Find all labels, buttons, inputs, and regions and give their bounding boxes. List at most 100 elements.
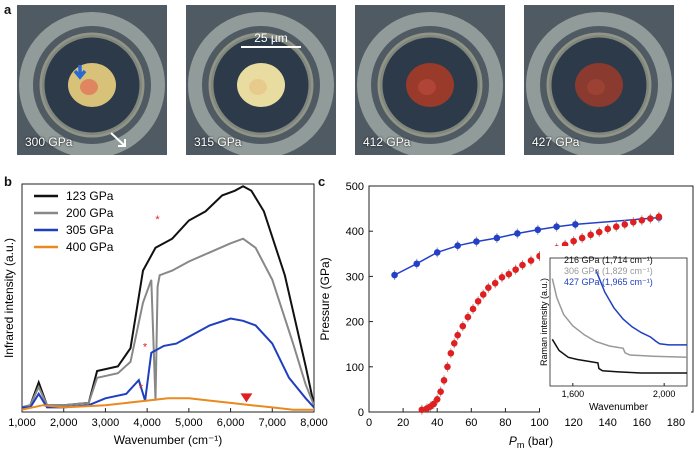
micrograph-4: 427 GPa — [524, 5, 674, 155]
inset-series-306-GPa — [551, 278, 688, 359]
x-tick-label: 180 — [667, 417, 685, 429]
red-data-point — [469, 305, 477, 313]
red-data-point — [474, 297, 482, 305]
gasket-inner-ring — [39, 32, 145, 138]
micrograph-pressure-label: 315 GPa — [194, 135, 242, 149]
micrograph-3: 412 GPa — [355, 5, 505, 155]
blue-data-point — [473, 238, 480, 245]
x-tick-label: 7,000 — [259, 417, 287, 429]
red-data-point — [433, 396, 441, 403]
legend-label: 200 GPa — [66, 206, 114, 220]
blue-data-point — [391, 271, 398, 279]
red-data-point — [527, 257, 535, 264]
blue-data-point — [454, 242, 461, 249]
triangle-marker-icon — [240, 393, 253, 403]
y-tick-label: 400 — [346, 226, 364, 238]
x-tick-label: 80 — [499, 417, 511, 429]
x-tick-label: 1,000 — [8, 417, 36, 429]
y-axis-label: Infrared intensity (a.u.) — [2, 238, 16, 358]
red-data-point — [418, 406, 426, 414]
plot-frame — [21, 183, 315, 413]
gasket-outer-ring — [19, 12, 165, 155]
pressure-chart: 0 20 40 60 80 100 120 140 160 180 0 100 200 300 400 500… — [318, 181, 694, 450]
micrograph-pressure-label: 300 GPa — [25, 135, 73, 149]
red-data-point — [578, 234, 586, 242]
blue-data-point — [514, 230, 521, 237]
y-tick-label: 500 — [346, 181, 364, 193]
red-data-point — [459, 322, 467, 330]
red-data-point — [647, 215, 654, 222]
sample-spot — [249, 79, 267, 95]
x-tick-label: 4,000 — [133, 417, 161, 429]
gasket-inner-ring — [546, 32, 652, 138]
red-data-point — [655, 213, 663, 221]
red-data-point — [505, 270, 513, 278]
inset-x-axis-label: Wavenumber — [589, 402, 649, 413]
gasket-outer-ring — [357, 12, 503, 155]
blue-data-point — [553, 223, 560, 230]
sample-spot — [418, 79, 436, 95]
red-data-point — [595, 228, 603, 236]
blue-arrow-icon — [73, 65, 87, 80]
x-tick-label: 120 — [564, 417, 582, 429]
gasket-inner-ring — [377, 32, 483, 138]
inset-series-427-GPa — [595, 269, 687, 346]
inset-series-216-GPa — [551, 338, 687, 374]
inset-x-tick-label: 2,000 — [653, 389, 676, 399]
gasket-inner-ring — [208, 32, 314, 138]
legend-label: 123 GPa — [66, 189, 114, 203]
red-data-point — [464, 313, 472, 321]
y-tick-label: 300 — [346, 271, 364, 283]
inset-legend-label: 306 GPa (1,829 cm⁻¹) — [564, 266, 653, 276]
x-axis-label: Wavenumber (cm⁻¹) — [114, 433, 223, 447]
blue-data-point — [493, 234, 501, 242]
x-tick-label: 6,000 — [217, 417, 245, 429]
red-data-point — [444, 363, 451, 371]
red-data-point — [570, 237, 577, 245]
y-tick-label: 0 — [358, 407, 364, 419]
asterisk-annotation: * — [143, 341, 148, 353]
red-data-point — [437, 388, 444, 395]
red-data-point — [454, 331, 461, 339]
panel-label-a: a — [4, 2, 12, 17]
red-data-point — [430, 400, 438, 408]
red-data-point — [491, 279, 499, 287]
gasket-outer-ring — [188, 12, 334, 155]
series-line-200-GPa — [21, 237, 315, 409]
micrograph-2: 25 µm 315 GPa — [186, 5, 336, 155]
panel-label-c: c — [318, 174, 326, 189]
inset-legend-label: 216 GPa (1,714 cm⁻¹) — [564, 255, 653, 265]
y-tick-label: 200 — [346, 317, 364, 329]
red-data-point — [604, 225, 612, 233]
x-tick-label: 2,000 — [50, 417, 78, 429]
white-arrow-icon — [110, 132, 126, 147]
red-data-point — [630, 218, 637, 226]
legend-label: 400 GPa — [66, 240, 114, 254]
y-axis-label: Pressure (GPa) — [318, 257, 332, 340]
inset-x-tick-label: 1,600 — [562, 389, 585, 399]
inset-y-axis-label: Raman intensity (a.u.) — [539, 278, 549, 366]
gasket-outer-ring — [526, 12, 672, 155]
series-line-400-GPa — [21, 397, 314, 411]
series-line-305-GPa — [22, 317, 315, 409]
inset-frame — [549, 257, 688, 387]
y-tick-label: 100 — [346, 362, 364, 374]
sample-spot — [587, 79, 605, 95]
red-data-point — [612, 223, 620, 230]
x-tick-label: 0 — [366, 417, 372, 429]
infrared-spectra-chart: 1,000 2,000 3,000 4,000 5,000 6,000 7,000 8,000… — [2, 183, 328, 447]
x-tick-label: 3,000 — [92, 417, 120, 429]
red-data-point — [498, 274, 506, 281]
x-tick-label: 8,000 — [300, 417, 328, 429]
micrograph-pressure-label: 412 GPa — [363, 135, 411, 149]
blue-data-point — [572, 221, 579, 228]
x-tick-label: 160 — [633, 417, 651, 429]
x-tick-label: 20 — [397, 417, 409, 429]
blue-data-point — [534, 226, 542, 234]
x-tick-label: 5,000 — [175, 417, 203, 429]
red-data-point — [621, 221, 629, 228]
x-tick-label: 60 — [465, 417, 477, 429]
red-data-point — [450, 339, 458, 347]
x-tick-label: 100 — [530, 417, 548, 429]
asterisk-annotation: * — [155, 214, 160, 226]
